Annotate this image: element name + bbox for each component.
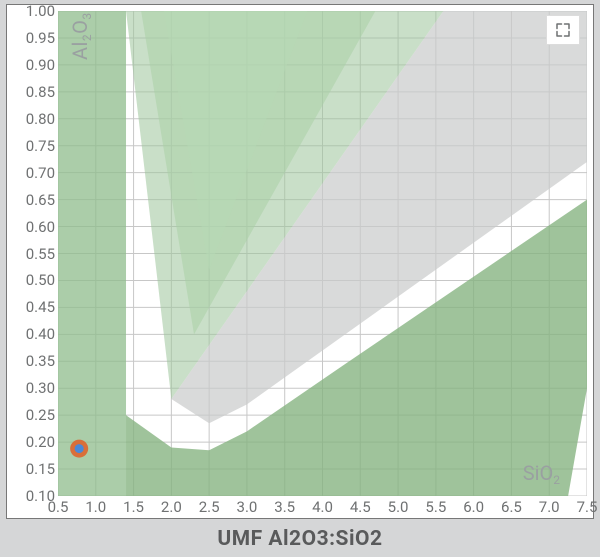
plot-area	[58, 11, 587, 496]
x-tick-label: 1.5	[123, 498, 144, 516]
y-tick-label: 1.00	[7, 2, 55, 20]
y-tick-label: 0.15	[7, 460, 55, 478]
y-tick-label: 0.25	[7, 406, 55, 424]
y-tick-label: 0.85	[7, 83, 55, 101]
y-tick-label: 0.90	[7, 56, 55, 74]
y-tick-label: 0.75	[7, 137, 55, 155]
fullscreen-button[interactable]	[546, 15, 580, 45]
y-tick-label: 0.20	[7, 433, 55, 451]
x-tick-label: 2.5	[199, 498, 220, 516]
y-axis-label: Al2O3	[68, 12, 92, 60]
x-tick-label: 6.5	[501, 498, 522, 516]
chart-panel: Al2O3 SiO2 0.100.150.200.250.300.350.400…	[6, 4, 594, 519]
x-tick-label: 4.5	[350, 498, 371, 516]
x-tick-label: 0.5	[48, 498, 69, 516]
x-tick-label: 3.0	[237, 498, 258, 516]
chart-title: UMF Al2O3:SiO2	[0, 527, 600, 551]
x-tick-label: 2.0	[161, 498, 182, 516]
x-tick-label: 5.5	[425, 498, 446, 516]
x-tick-label: 4.0	[312, 498, 333, 516]
y-tick-label: 0.35	[7, 352, 55, 370]
x-axis-annotation: SiO2	[523, 461, 560, 485]
y-tick-label: 0.30	[7, 379, 55, 397]
y-tick-label: 0.45	[7, 298, 55, 316]
x-tick-label: 5.0	[388, 498, 409, 516]
y-tick-label: 0.50	[7, 271, 55, 289]
y-tick-label: 0.40	[7, 325, 55, 343]
x-tick-label: 1.0	[85, 498, 106, 516]
x-tick-label: 6.0	[463, 498, 484, 516]
y-tick-label: 0.95	[7, 29, 55, 47]
x-tick-label: 7.0	[539, 498, 560, 516]
x-tick-label: 7.5	[577, 498, 598, 516]
y-tick-label: 0.70	[7, 164, 55, 182]
y-tick-label: 0.80	[7, 110, 55, 128]
expand-icon	[554, 21, 572, 39]
x-tick-label: 3.5	[274, 498, 295, 516]
y-tick-label: 0.60	[7, 218, 55, 236]
chart-container: Al2O3 SiO2 0.100.150.200.250.300.350.400…	[0, 0, 600, 557]
y-tick-label: 0.55	[7, 245, 55, 263]
y-tick-label: 0.65	[7, 191, 55, 209]
